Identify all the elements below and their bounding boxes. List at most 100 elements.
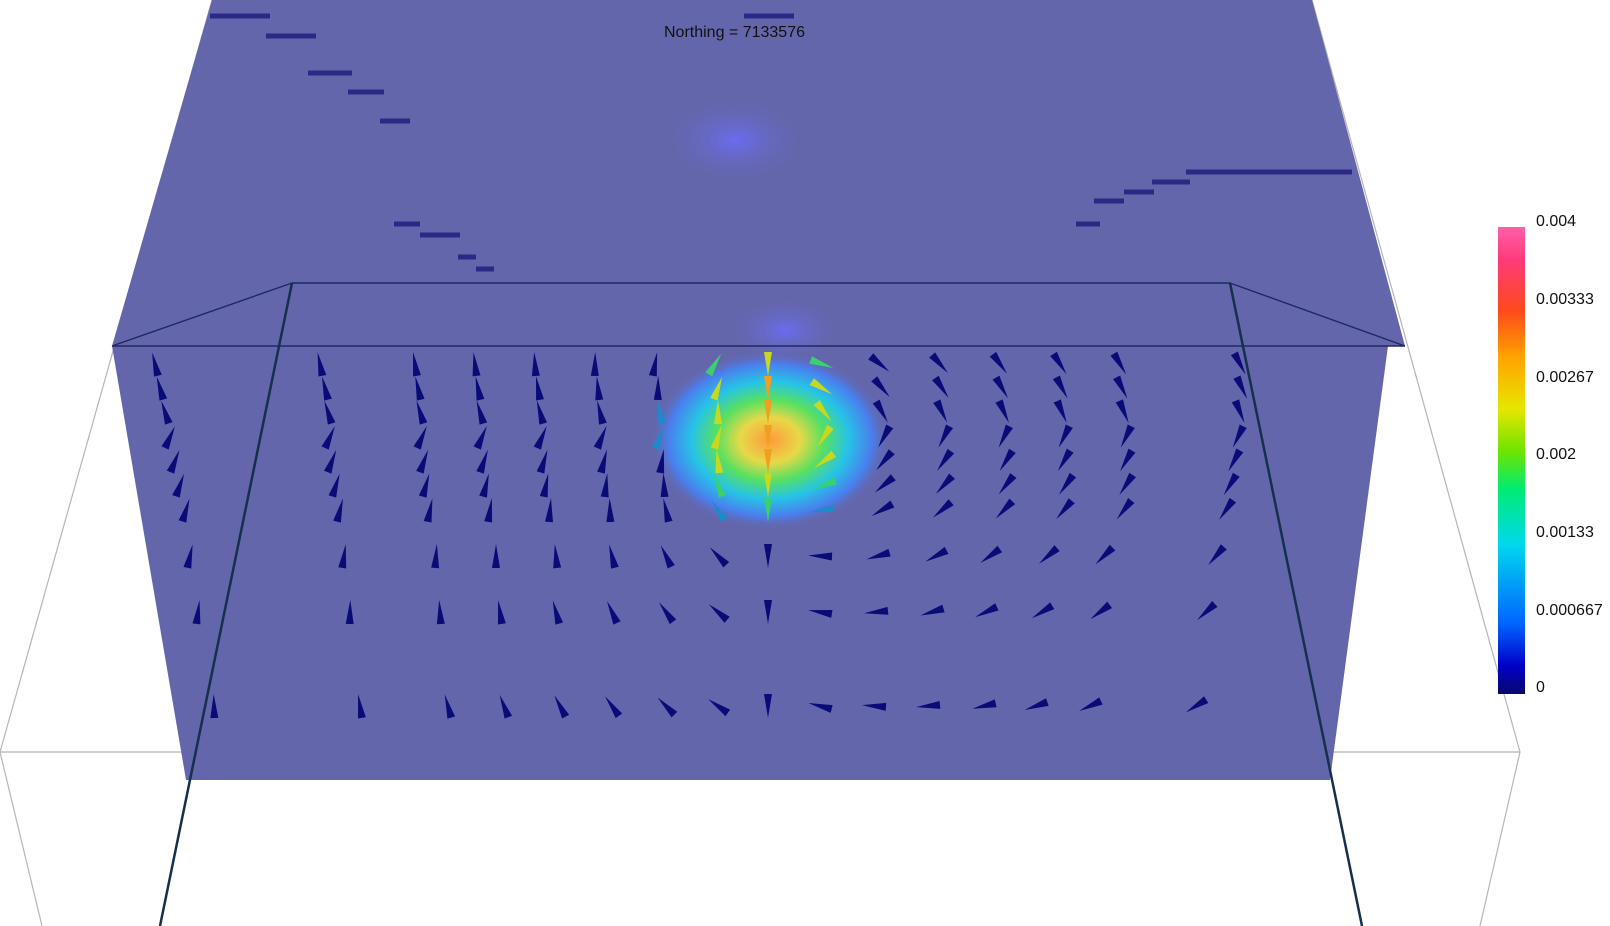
- colorbar-label: 0.004: [1536, 213, 1577, 230]
- vector-arrow: [607, 601, 621, 625]
- vector-arrow: [878, 424, 894, 448]
- vector-arrow: [972, 699, 997, 709]
- vector-arrow: [813, 400, 832, 422]
- vector-arrow: [868, 353, 890, 372]
- vector-arrow: [535, 376, 544, 401]
- vector-arrow: [317, 352, 327, 377]
- vector-arrow: [1038, 545, 1060, 564]
- bounding-box-front: [158, 282, 1364, 926]
- vector-arrow: [999, 448, 1016, 472]
- vector-arrow: [992, 375, 1009, 399]
- vector-arrow: [998, 473, 1017, 495]
- vector-arrow: [609, 544, 619, 569]
- vector-arrow: [764, 694, 772, 718]
- vector-arrow: [597, 449, 607, 474]
- vector-arrow: [814, 450, 837, 469]
- vector-arrow: [436, 600, 445, 625]
- vector-arrow: [473, 426, 487, 450]
- vector-arrow: [1059, 472, 1077, 495]
- vector-arrow: [178, 498, 190, 523]
- vector-arrow: [714, 400, 723, 425]
- vector-arrow: [660, 473, 669, 498]
- vector-arrow: [416, 400, 428, 425]
- vector-arrow: [929, 352, 948, 374]
- vector-arrow: [192, 600, 201, 625]
- vector-arrow: [663, 498, 673, 523]
- vector-arrow: [536, 400, 548, 425]
- vector-arrow: [1208, 544, 1227, 566]
- vector-arrow: [657, 400, 667, 425]
- vector-arrow: [484, 498, 493, 523]
- vector-arrow: [475, 376, 485, 401]
- vector-arrow: [808, 703, 833, 713]
- vector-arrow: [648, 352, 658, 377]
- vector-arrow: [871, 500, 895, 516]
- vector-arrow: [423, 498, 433, 523]
- vector-arrow: [156, 376, 168, 401]
- vector-arrow: [413, 426, 427, 450]
- vector-arrow: [1115, 399, 1129, 424]
- vector-arrow: [499, 694, 513, 719]
- vector-arrow: [998, 424, 1013, 448]
- vector-arrow: [808, 552, 833, 561]
- vector-arrow: [989, 351, 1008, 374]
- vector-arrow: [764, 376, 772, 400]
- vector-arrow: [321, 376, 332, 401]
- vector-arrow: [172, 473, 185, 498]
- vector-arrow: [1050, 351, 1067, 375]
- colorbar-gradient: [1498, 227, 1525, 694]
- vector-arrow: [653, 376, 662, 401]
- layer-markers: [210, 13, 1352, 272]
- vector-arrow: [1219, 497, 1237, 520]
- northing-title: Northing = 7133576: [664, 24, 805, 41]
- vector-arrow: [1058, 424, 1073, 448]
- vector-arrow: [554, 695, 570, 719]
- vector-arrow: [975, 603, 999, 618]
- vector-arrow: [597, 400, 607, 425]
- vector-arrow: [1053, 399, 1067, 424]
- vector-arrow: [606, 498, 615, 523]
- vector-arrow: [357, 694, 366, 719]
- vector-arrow: [1197, 600, 1218, 621]
- vector-arrow: [874, 474, 896, 493]
- vector-arrow: [491, 544, 500, 569]
- vector-arrow: [1057, 448, 1074, 472]
- vector-arrow: [657, 697, 678, 718]
- vector-arrow: [328, 473, 340, 498]
- vector-arrow: [1185, 696, 1209, 713]
- vector-arrow: [1228, 448, 1244, 472]
- vector-arrow: [345, 600, 354, 625]
- vector-arrow: [764, 498, 772, 522]
- vector-arrow: [980, 545, 1003, 563]
- vector-arrow: [1233, 375, 1248, 399]
- vector-arrow: [539, 473, 549, 498]
- vector-arrow: [705, 353, 722, 377]
- velocity-vectors: [152, 351, 1248, 719]
- vector-arrow: [715, 449, 724, 474]
- vector-arrow: [590, 352, 599, 377]
- vector-arrow: [710, 425, 722, 450]
- vector-arrow: [656, 449, 665, 474]
- vector-arrow: [1113, 375, 1128, 399]
- vector-arrow: [1120, 424, 1135, 448]
- vector-arrow: [531, 352, 540, 377]
- vector-arrow: [710, 376, 723, 401]
- vector-arrow: [152, 352, 162, 377]
- vector-arrow: [553, 544, 562, 569]
- vector-arrow: [764, 352, 772, 376]
- vector-arrow: [764, 544, 772, 568]
- vector-arrow: [864, 606, 889, 615]
- vector-arrow: [323, 449, 337, 474]
- vector-arrow: [711, 499, 728, 523]
- vector-arrow: [658, 602, 677, 625]
- vector-arrow: [938, 424, 954, 448]
- vector-arrow: [932, 375, 949, 398]
- vector-arrow: [764, 400, 772, 424]
- vector-arrow: [871, 376, 890, 398]
- vector-arrow: [809, 378, 833, 395]
- vector-arrow: [876, 449, 895, 471]
- vector-arrow: [862, 702, 887, 711]
- vector-arrow: [764, 425, 772, 449]
- vector-arrow: [866, 548, 891, 560]
